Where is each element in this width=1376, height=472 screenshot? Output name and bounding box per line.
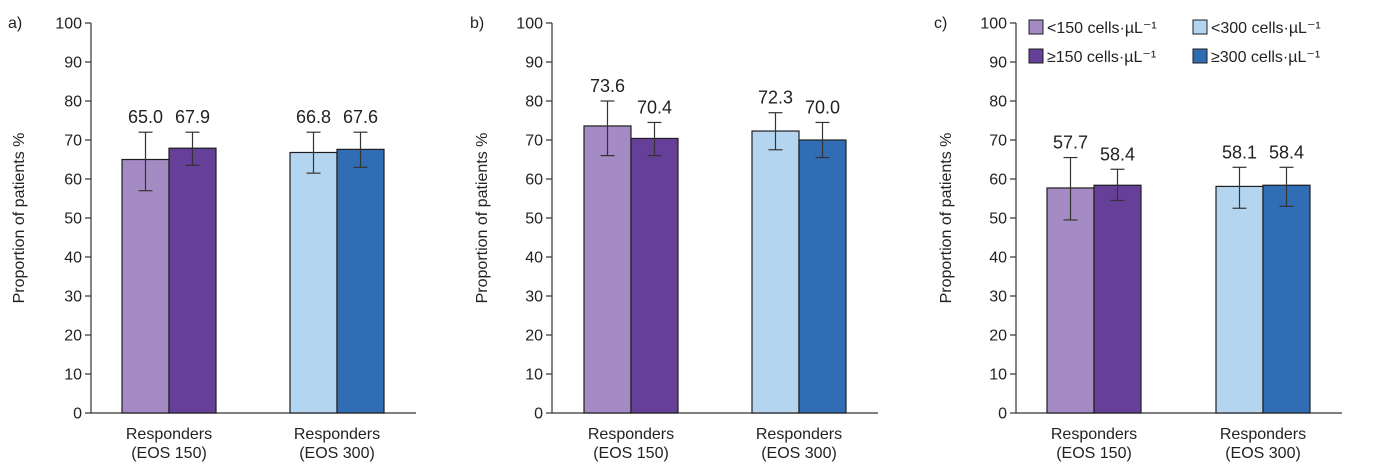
bar-value-label: 58.1 xyxy=(1222,142,1257,162)
bar xyxy=(630,137,679,414)
panel-label: c) xyxy=(934,15,947,32)
legend-label: <300 cells·µL⁻¹ xyxy=(1211,20,1321,37)
y-tick-label: 100 xyxy=(980,16,1007,33)
y-tick-label: 90 xyxy=(525,55,543,72)
y-tick-label: 80 xyxy=(989,94,1007,111)
y-tick-label: 20 xyxy=(525,328,543,345)
y-tick-label: 50 xyxy=(989,211,1007,228)
bar-value-label: 65.0 xyxy=(128,107,163,127)
bar-value-label: 57.7 xyxy=(1053,133,1088,153)
bar-value-label: 67.6 xyxy=(343,107,378,127)
bar xyxy=(583,125,632,414)
y-tick-label: 90 xyxy=(989,55,1007,72)
chart-panel-2: b) Proportion of patients % 0 10 20 30 40 50 60 7… xyxy=(470,15,878,462)
panel-label: a) xyxy=(8,15,22,32)
y-tick-label: 40 xyxy=(525,250,543,267)
bar xyxy=(751,130,800,414)
y-tick-label: 70 xyxy=(64,133,82,150)
bar-value-label: 73.6 xyxy=(590,76,625,96)
y-tick-label: 50 xyxy=(525,211,543,228)
y-tick-label: 70 xyxy=(989,133,1007,150)
y-tick-label: 0 xyxy=(998,406,1007,423)
y-tick-label: 90 xyxy=(64,55,82,72)
y-tick-label: 10 xyxy=(64,367,82,384)
y-tick-label: 10 xyxy=(989,367,1007,384)
y-tick-label: 80 xyxy=(525,94,543,111)
y-tick-label: 30 xyxy=(525,289,543,306)
legend-label: ≥150 cells·µL⁻¹ xyxy=(1047,49,1156,66)
bar xyxy=(798,139,847,414)
x-category-label: Responders (EOS 300) xyxy=(294,426,380,462)
x-category-label: Responders (EOS 150) xyxy=(126,426,212,462)
y-tick-label: 50 xyxy=(64,211,82,228)
bar-value-label: 72.3 xyxy=(758,88,793,108)
y-tick-label: 0 xyxy=(73,406,82,423)
bar-value-label: 58.4 xyxy=(1269,142,1304,162)
y-tick-label: 60 xyxy=(525,172,543,189)
legend-swatch xyxy=(1028,48,1044,64)
bar xyxy=(1093,184,1142,414)
panel-label: b) xyxy=(470,15,484,32)
legend-swatch xyxy=(1028,19,1044,35)
y-tick-label: 20 xyxy=(64,328,82,345)
y-tick-label: 10 xyxy=(525,367,543,384)
x-category-label: Responders (EOS 300) xyxy=(756,426,842,462)
bar xyxy=(1046,187,1095,414)
legend-label: <150 cells·µL⁻¹ xyxy=(1047,20,1157,37)
bar xyxy=(289,151,338,414)
bar-value-label: 66.8 xyxy=(296,107,331,127)
y-tick-label: 100 xyxy=(516,16,543,33)
x-category-label: Responders (EOS 300) xyxy=(1220,426,1306,462)
chart-panel-3: c) Proportion of patients % 0 10 20 30 40 50 60 7… xyxy=(934,15,1342,462)
y-axis-label: Proportion of patients % xyxy=(938,133,955,304)
bar xyxy=(121,158,170,414)
y-tick-label: 30 xyxy=(989,289,1007,306)
chart-panel-1: a) Proportion of patients % 0 10 20 30 40 50 60 7… xyxy=(8,15,416,462)
bar-value-label: 70.0 xyxy=(805,97,840,117)
y-tick-label: 60 xyxy=(64,172,82,189)
x-category-label: Responders (EOS 150) xyxy=(588,426,674,462)
y-tick-label: 60 xyxy=(989,172,1007,189)
y-tick-label: 20 xyxy=(989,328,1007,345)
y-tick-label: 0 xyxy=(534,406,543,423)
y-tick-label: 40 xyxy=(989,250,1007,267)
bar-value-label: 58.4 xyxy=(1100,144,1135,164)
y-tick-label: 30 xyxy=(64,289,82,306)
legend-label: ≥300 cells·µL⁻¹ xyxy=(1211,49,1320,66)
bar xyxy=(336,148,385,414)
bar-value-label: 67.9 xyxy=(175,107,210,127)
bar xyxy=(168,147,217,414)
x-category-label: Responders (EOS 150) xyxy=(1051,426,1137,462)
legend-swatch xyxy=(1192,48,1208,64)
y-tick-label: 80 xyxy=(64,94,82,111)
y-axis-label: Proportion of patients % xyxy=(11,133,28,304)
y-axis-label: Proportion of patients % xyxy=(474,133,491,304)
y-tick-label: 100 xyxy=(55,16,82,33)
legend: <150 cells·µL⁻¹ ≥150 cells·µL⁻¹ <300 cells… xyxy=(1028,19,1321,66)
bar-value-label: 70.4 xyxy=(637,97,672,117)
bar xyxy=(1215,185,1264,414)
y-tick-label: 70 xyxy=(525,133,543,150)
bar xyxy=(1262,184,1311,414)
legend-swatch xyxy=(1192,19,1208,35)
y-tick-label: 40 xyxy=(64,250,82,267)
